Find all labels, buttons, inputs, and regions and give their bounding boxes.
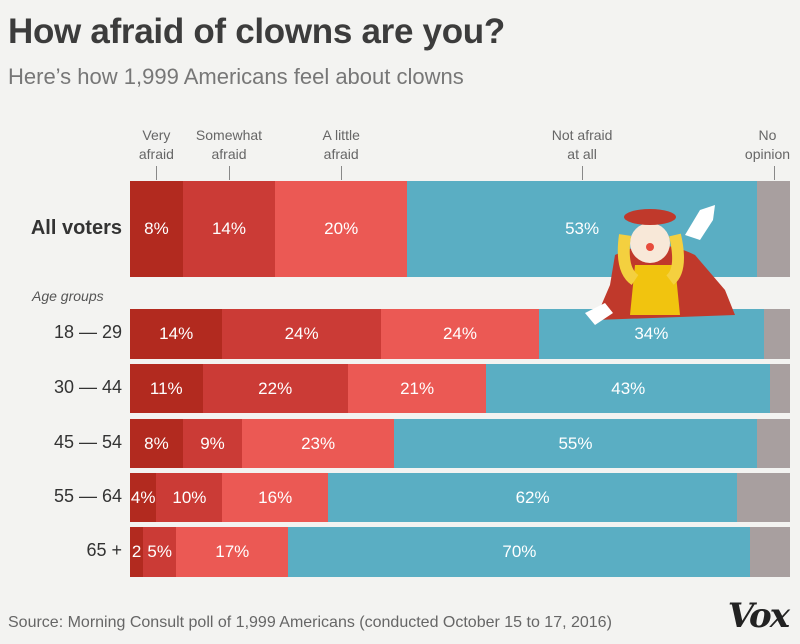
legend-tick (582, 166, 584, 180)
bar-segment (750, 527, 790, 577)
category-label: 65 + (86, 540, 122, 560)
bar-segment: 16% (222, 473, 328, 522)
bar-segment: 62% (327, 473, 738, 522)
bar-row: 14% 24% 24% 34% (130, 309, 790, 359)
clown-image (585, 205, 735, 325)
bar-segment: 11% (130, 364, 203, 413)
bar-segment (756, 419, 790, 468)
bar-segment: 22% (202, 364, 348, 413)
bar-segment: 20% (275, 181, 408, 277)
bar-row: 2 5% 17% 70% (130, 527, 790, 577)
legend-tick (156, 166, 158, 180)
bar-segment (763, 309, 790, 359)
chart-title: How afraid of clowns are you? (8, 12, 505, 51)
category-label: 55 — 64 (53, 485, 122, 506)
bar-row: 11% 22% 21% 43% (130, 364, 790, 413)
category-label: 18 — 29 (53, 322, 122, 342)
legend-label: Very afraid (138, 127, 174, 162)
bar-segment: 43% (486, 364, 771, 413)
legend-tick (341, 166, 343, 180)
vox-logo: Vox (727, 596, 790, 636)
legend-label: No opinion (744, 127, 791, 162)
legend-tick (773, 166, 775, 180)
legend-label: A little afraid (322, 127, 360, 162)
category-label: 30 — 44 (53, 376, 122, 397)
bar-row: 4% 10% 16% 62% (130, 473, 790, 522)
legend-label: Somewhat afraid (195, 127, 263, 162)
bar-segment: 14% (182, 181, 276, 277)
legend-label: Not afraid at all (551, 127, 613, 162)
source-note: Source: Morning Consult poll of 1,999 Am… (8, 614, 612, 631)
bar-segment: 14% (130, 309, 223, 359)
bar-segment: 5% (143, 527, 177, 577)
bar-segment: 24% (222, 309, 381, 359)
bar-segment: 23% (242, 419, 394, 468)
bar-segment: 70% (288, 527, 751, 577)
bar-row: 8% 9% 23% 55% (130, 419, 790, 468)
chart-subtitle: Here’s how 1,999 Americans feel about cl… (8, 64, 464, 89)
bar-segment: 8% (130, 181, 183, 277)
bar-segment: 17% (176, 527, 289, 577)
age-groups-label: Age groups (32, 288, 104, 304)
bar-segment (770, 364, 790, 413)
bar-segment: 10% (156, 473, 223, 522)
bar-segment: 9% (182, 419, 243, 468)
bar-segment: 21% (347, 364, 487, 413)
legend-tick (229, 166, 230, 180)
bar-segment (756, 181, 790, 277)
bar-segment: 4% (130, 473, 157, 522)
category-label: 45 — 54 (53, 431, 122, 452)
bar-segment (737, 473, 790, 522)
bar-segment: 8% (130, 419, 183, 468)
bar-segment: 24% (380, 309, 540, 359)
bar-segment: 55% (393, 419, 757, 468)
category-label: All voters (30, 217, 122, 239)
bar-segment: 2 (130, 527, 144, 577)
